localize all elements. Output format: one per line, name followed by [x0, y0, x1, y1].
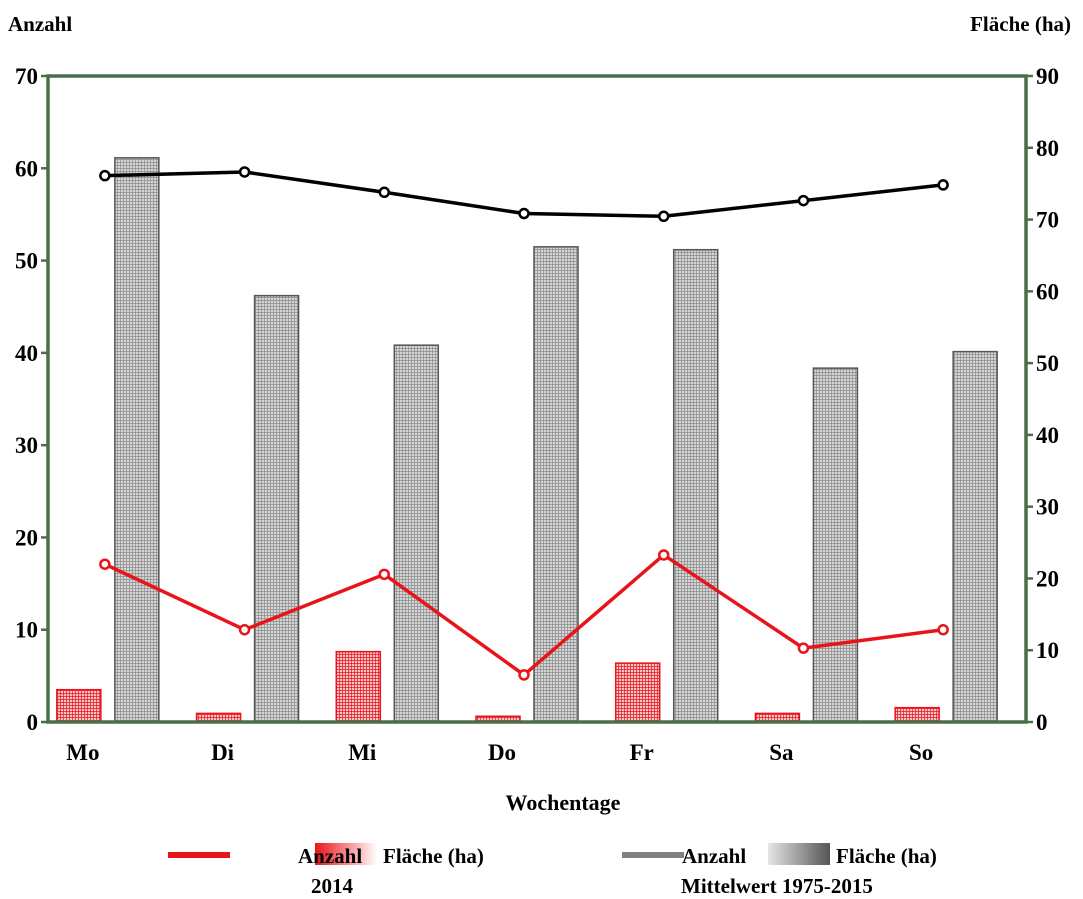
point-mean-Fr [657, 210, 670, 223]
left-tick-label: 30 [15, 433, 38, 458]
left-tick-label: 10 [15, 618, 38, 643]
bar-mean-Mo [114, 157, 160, 723]
right-tick-label: 70 [1036, 208, 1059, 233]
x-tick-label: Mi [348, 740, 377, 765]
x-tick-label: Do [488, 740, 516, 765]
left-tick-label: 40 [15, 341, 38, 366]
point-mean-Di [238, 166, 251, 178]
point-2014-Mi [378, 568, 391, 581]
right-axis-title: Fläche (ha) [970, 12, 1071, 36]
bar-2014-Mo [56, 688, 102, 723]
x-tick-label: Di [211, 740, 235, 765]
bar-mean-Do [533, 246, 579, 723]
left-tick-label: 50 [15, 249, 38, 274]
right-tick-label: 30 [1036, 495, 1059, 520]
point-2014-Sa [797, 642, 810, 654]
legend-mean-bar-label: Fläche (ha) [836, 844, 937, 868]
x-tick-label: Sa [769, 740, 794, 765]
point-mean-Mi [378, 186, 391, 199]
bar-2014-So [894, 706, 940, 723]
legend-2014-bar-label: Fläche (ha) [383, 844, 484, 868]
legend-mean-line-label: Anzahl [682, 844, 747, 868]
x-tick-label: So [909, 740, 933, 765]
legend-mean-caption: Mittelwert 1975-2015 [681, 874, 873, 898]
bar-mean-Di [253, 294, 300, 723]
point-2014-Mo [99, 558, 111, 570]
right-tick-label: 60 [1036, 279, 1059, 304]
left-tick-label: 70 [15, 64, 38, 89]
legend-2014-line-label: Anzahl [298, 844, 363, 868]
x-tick-label: Mo [66, 740, 99, 765]
point-2014-Fr [657, 549, 670, 561]
bar-mean-Fr [672, 248, 719, 723]
plot-frame [46, 74, 1028, 724]
left-axis-title: Anzahl [8, 12, 73, 36]
right-tick-label: 50 [1036, 351, 1059, 376]
right-tick-label: 20 [1036, 566, 1059, 591]
point-2014-Di [238, 623, 251, 636]
right-tick-label: 0 [1036, 710, 1048, 735]
bar-mean-Sa [812, 367, 859, 723]
left-tick-label: 60 [15, 156, 38, 181]
point-mean-Do [518, 207, 530, 220]
right-tick-label: 10 [1036, 638, 1059, 663]
x-tick-label: Fr [630, 740, 654, 765]
left-tick-label: 20 [15, 525, 38, 550]
bar-mean-So [952, 350, 998, 723]
right-tick-label: 90 [1036, 64, 1059, 89]
point-mean-So [937, 179, 949, 191]
left-tick-label: 0 [27, 710, 39, 735]
legend-mean-bar-swatch [768, 843, 830, 865]
legend-2014-caption: 2014 [311, 874, 353, 898]
bar-2014-Mi [335, 650, 382, 723]
point-mean-Sa [797, 194, 810, 207]
bar-2014-Fr [614, 662, 661, 723]
bar-mean-Mi [393, 344, 440, 723]
point-2014-Do [518, 669, 530, 681]
x-axis-title: Wochentage [506, 790, 621, 815]
legend-2014-bar-swatch [315, 843, 377, 865]
point-mean-Mo [99, 169, 111, 182]
right-tick-label: 40 [1036, 423, 1059, 448]
right-tick-label: 80 [1036, 136, 1059, 161]
point-2014-So [937, 623, 949, 636]
